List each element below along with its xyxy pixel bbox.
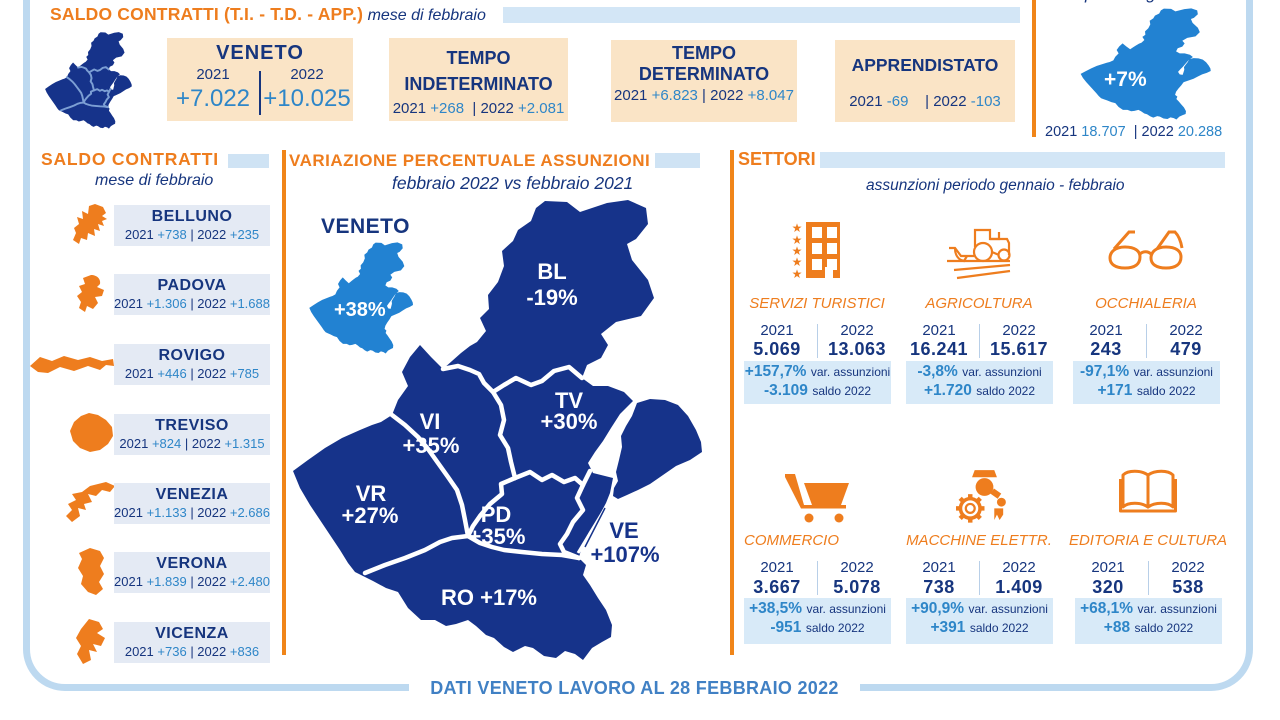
svg-text:★: ★ <box>792 233 802 247</box>
svg-text:★: ★ <box>792 255 802 269</box>
svg-text:★: ★ <box>792 222 802 235</box>
svg-text:+35%: +35% <box>469 524 526 549</box>
svg-text:+30%: +30% <box>541 409 598 434</box>
svg-text:TV: TV <box>555 388 583 413</box>
svg-text:VR: VR <box>356 481 387 506</box>
svg-text:-19%: -19% <box>526 285 577 310</box>
svg-text:+107%: +107% <box>590 542 659 567</box>
svg-text:VI: VI <box>420 409 441 434</box>
svg-text:PD: PD <box>481 502 512 527</box>
svg-text:VE: VE <box>609 518 638 543</box>
svg-text:BL: BL <box>537 259 566 284</box>
svg-text:★: ★ <box>792 267 802 278</box>
svg-text:★: ★ <box>792 244 802 258</box>
svg-text:+27%: +27% <box>342 503 399 528</box>
svg-text:RO +17%: RO +17% <box>441 585 537 610</box>
svg-text:+35%: +35% <box>403 433 460 458</box>
